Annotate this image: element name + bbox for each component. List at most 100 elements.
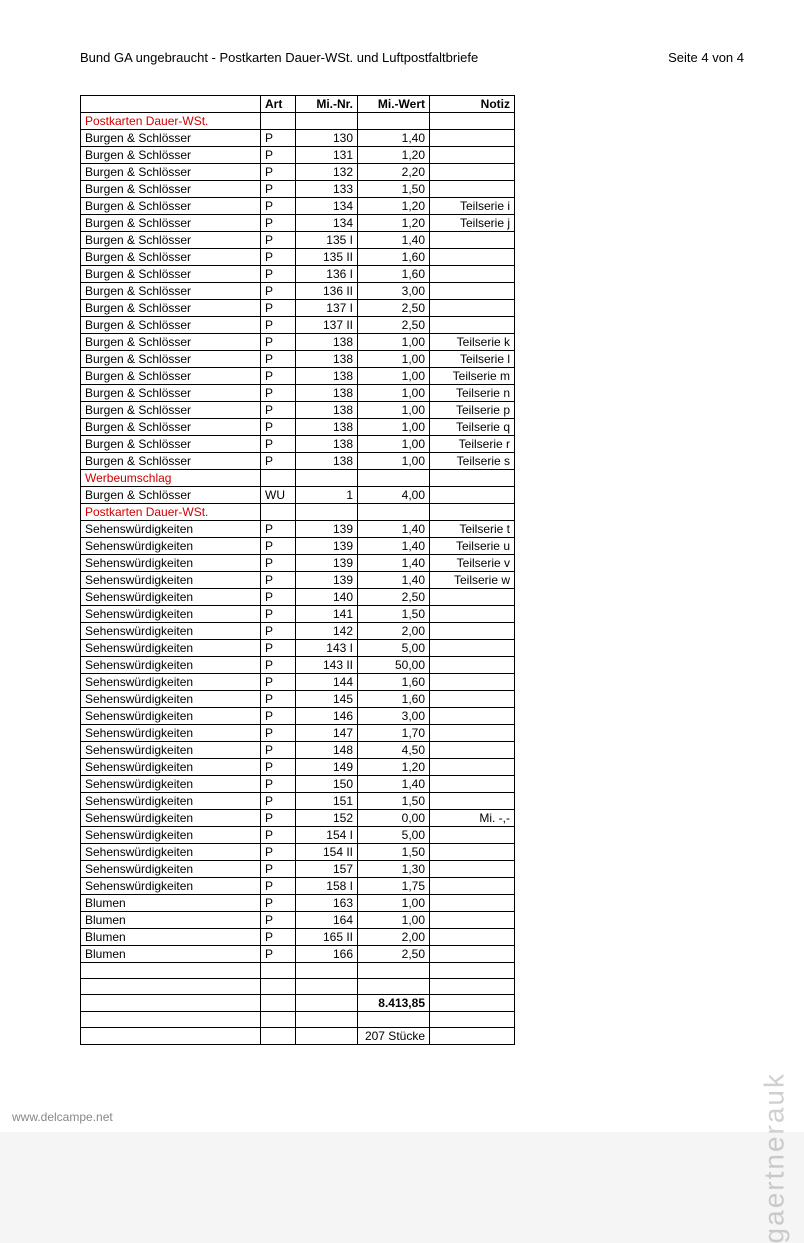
cell-art: P [261, 419, 296, 436]
cell-art: P [261, 929, 296, 946]
cell-wert: 1,70 [358, 725, 430, 742]
cell-wert: 5,00 [358, 827, 430, 844]
cell-art [261, 1012, 296, 1028]
table-row: Burgen & SchlösserP1341,20Teilserie j [81, 215, 515, 232]
cell-notiz [430, 912, 515, 929]
cell-nr: 157 [296, 861, 358, 878]
table-row: Burgen & SchlösserP135 II1,60 [81, 249, 515, 266]
cell-art: P [261, 844, 296, 861]
table-row: Burgen & SchlösserP1381,00Teilserie k [81, 334, 515, 351]
cell-nr: 137 II [296, 317, 358, 334]
cell-nr: 143 II [296, 657, 358, 674]
cell-wert [358, 979, 430, 995]
cell-name: Burgen & Schlösser [81, 164, 261, 181]
cell-notiz [430, 589, 515, 606]
table-row: SehenswürdigkeitenP1451,60 [81, 691, 515, 708]
cell-wert: 1,40 [358, 776, 430, 793]
table-row: Burgen & SchlösserP136 II3,00 [81, 283, 515, 300]
cell-wert: 207 Stücke [358, 1028, 430, 1045]
cell-name: Burgen & Schlösser [81, 249, 261, 266]
cell-nr: 141 [296, 606, 358, 623]
cell-wert: 2,50 [358, 300, 430, 317]
cell-wert: 4,00 [358, 487, 430, 504]
cell-art: P [261, 317, 296, 334]
cell-notiz [430, 317, 515, 334]
table-row: BlumenP165 II2,00 [81, 929, 515, 946]
cell-name: Sehenswürdigkeiten [81, 674, 261, 691]
cell-art: P [261, 521, 296, 538]
cell-name [81, 1028, 261, 1045]
table-row: Burgen & SchlösserP1301,40 [81, 130, 515, 147]
cell-art: P [261, 368, 296, 385]
cell-art: P [261, 334, 296, 351]
cell-notiz [430, 470, 515, 487]
cell-notiz [430, 1028, 515, 1045]
table-row: Burgen & SchlösserP136 I1,60 [81, 266, 515, 283]
cell-wert: 1,00 [358, 895, 430, 912]
cell-nr: 154 I [296, 827, 358, 844]
cell-nr: 148 [296, 742, 358, 759]
cell-wert [358, 470, 430, 487]
cell-name: Burgen & Schlösser [81, 351, 261, 368]
cell-notiz [430, 844, 515, 861]
cell-name [81, 995, 261, 1012]
cell-nr: 138 [296, 453, 358, 470]
table-header-row: Art Mi.-Nr. Mi.-Wert Notiz [81, 96, 515, 113]
cell-nr: 136 I [296, 266, 358, 283]
cell-notiz [430, 487, 515, 504]
cell-notiz [430, 266, 515, 283]
cell-notiz [430, 995, 515, 1012]
cell-nr [296, 470, 358, 487]
table-row: 8.413,85 [81, 995, 515, 1012]
cell-nr [296, 1012, 358, 1028]
cell-nr: 139 [296, 538, 358, 555]
cell-name: Burgen & Schlösser [81, 402, 261, 419]
cell-name: Burgen & Schlösser [81, 181, 261, 198]
cell-nr: 1 [296, 487, 358, 504]
cell-notiz [430, 861, 515, 878]
cell-name [81, 979, 261, 995]
cell-wert: 1,20 [358, 759, 430, 776]
cell-name: Sehenswürdigkeiten [81, 742, 261, 759]
cell-notiz: Teilserie l [430, 351, 515, 368]
cell-nr: 154 II [296, 844, 358, 861]
cell-notiz [430, 147, 515, 164]
cell-art: P [261, 402, 296, 419]
data-table: Art Mi.-Nr. Mi.-Wert Notiz Postkarten Da… [80, 95, 515, 1045]
cell-art: P [261, 266, 296, 283]
table-row: Burgen & SchlösserP1311,20 [81, 147, 515, 164]
cell-notiz: Teilserie n [430, 385, 515, 402]
cell-notiz: Teilserie w [430, 572, 515, 589]
table-row: Burgen & SchlösserP1381,00Teilserie p [81, 402, 515, 419]
cell-name: Sehenswürdigkeiten [81, 606, 261, 623]
cell-art: P [261, 198, 296, 215]
cell-art: P [261, 572, 296, 589]
table-row: SehenswürdigkeitenP154 I5,00 [81, 827, 515, 844]
cell-art: P [261, 827, 296, 844]
cell-name: Blumen [81, 946, 261, 963]
cell-art: P [261, 555, 296, 572]
cell-art: P [261, 759, 296, 776]
cell-notiz: Teilserie k [430, 334, 515, 351]
cell-art: P [261, 742, 296, 759]
cell-name: Burgen & Schlösser [81, 215, 261, 232]
table-row: SehenswürdigkeitenP154 II1,50 [81, 844, 515, 861]
cell-wert: 1,00 [358, 436, 430, 453]
cell-notiz: Teilserie p [430, 402, 515, 419]
table-row: SehenswürdigkeitenP143 II50,00 [81, 657, 515, 674]
table-row: Burgen & SchlösserP137 I2,50 [81, 300, 515, 317]
cell-wert: 1,20 [358, 198, 430, 215]
cell-name: Blumen [81, 895, 261, 912]
cell-name: Sehenswürdigkeiten [81, 793, 261, 810]
cell-notiz [430, 708, 515, 725]
cell-notiz [430, 674, 515, 691]
cell-art [261, 470, 296, 487]
cell-wert: 1,60 [358, 266, 430, 283]
cell-notiz [430, 640, 515, 657]
cell-notiz [430, 827, 515, 844]
cell-art: P [261, 283, 296, 300]
table-row: Burgen & SchlösserP1341,20Teilserie i [81, 198, 515, 215]
cell-nr [296, 504, 358, 521]
cell-wert: 1,40 [358, 538, 430, 555]
cell-wert: 2,50 [358, 317, 430, 334]
